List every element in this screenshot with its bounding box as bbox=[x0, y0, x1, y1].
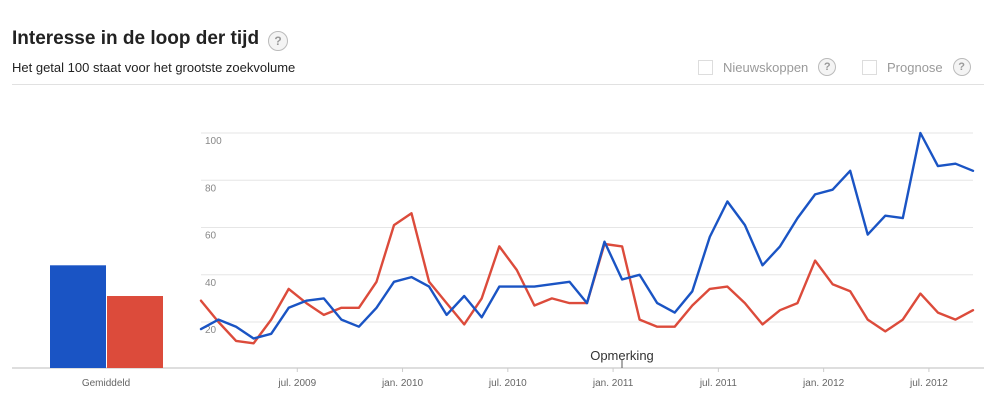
news-headlines-help-icon[interactable]: ? bbox=[818, 58, 837, 76]
page-subtitle: Het getal 100 staat voor het grootste zo… bbox=[12, 60, 296, 75]
x-tick-label: jan. 2010 bbox=[381, 378, 424, 389]
x-tick-label: jan. 2012 bbox=[802, 378, 845, 389]
forecast-option[interactable]: Prognose ? bbox=[862, 58, 971, 76]
average-bar-blue bbox=[50, 265, 106, 368]
news-headlines-label: Nieuwskoppen bbox=[723, 59, 809, 75]
average-bar-red bbox=[107, 296, 163, 368]
title-help-icon[interactable]: ? bbox=[268, 31, 288, 51]
x-tick-label: jan. 2011 bbox=[592, 378, 634, 389]
forecast-help-icon[interactable]: ? bbox=[952, 58, 971, 76]
y-tick-label: 80 bbox=[205, 183, 217, 194]
news-headlines-checkbox[interactable] bbox=[698, 59, 713, 75]
header-divider bbox=[12, 84, 984, 85]
forecast-checkbox[interactable] bbox=[862, 59, 877, 75]
x-tick-label: jul. 2009 bbox=[277, 378, 316, 389]
news-headlines-option[interactable]: Nieuwskoppen ? bbox=[698, 58, 837, 76]
forecast-label: Prognose bbox=[887, 59, 943, 75]
series-line-blue bbox=[199, 131, 975, 340]
page-title: Interesse in de loop der tijd bbox=[12, 28, 260, 49]
x-tick-label: jul. 2010 bbox=[488, 378, 527, 389]
x-tick-label: jul. 2012 bbox=[909, 378, 948, 389]
y-tick-label: 60 bbox=[205, 231, 217, 242]
y-tick-label: 40 bbox=[205, 278, 217, 289]
average-bar-label: Gemiddeld bbox=[82, 378, 130, 389]
series-line-red bbox=[199, 212, 975, 345]
x-tick-label: jul. 2011 bbox=[699, 378, 738, 389]
y-tick-label: 20 bbox=[205, 325, 217, 336]
y-tick-label: 100 bbox=[205, 136, 222, 147]
annotation-label: Opmerking bbox=[590, 348, 654, 363]
